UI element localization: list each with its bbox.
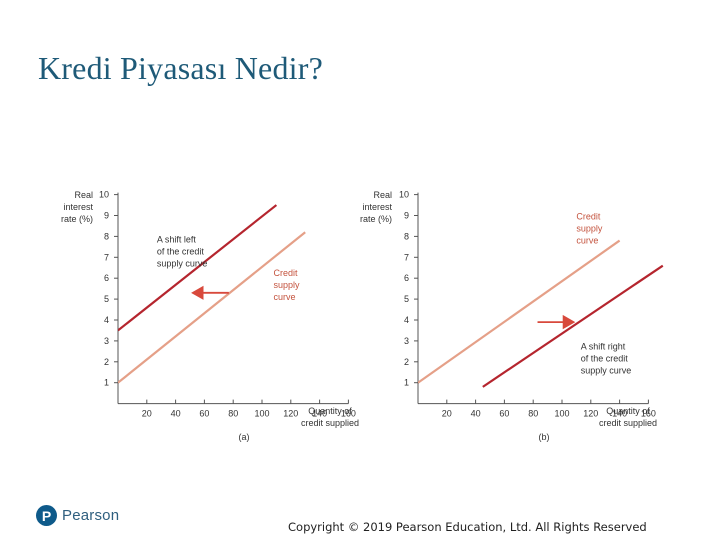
chart-panel-b: 1 2 3 4 5 6 7 8 9 10 20 40 60 80 100 120 140 160 Real inter…: [360, 190, 664, 442]
chart-panel-a: 1 2 3 4 5 6 7 8 9 10 20 40 60 80 100 120 140 160 Real inter…: [61, 190, 359, 442]
pearson-logo-icon: P: [36, 505, 57, 526]
y-tick-label: 9: [404, 211, 409, 221]
y-tick-label: 9: [104, 211, 109, 221]
x-tick-label: 80: [228, 409, 238, 419]
panel-label: (a): [239, 432, 250, 442]
x-tick-label: 100: [554, 409, 569, 419]
y-tick-label: 3: [404, 336, 409, 346]
credit-supply-curve-shifted: [118, 204, 278, 332]
curves: [118, 204, 306, 384]
y-tick-label: 1: [404, 378, 409, 388]
y-tick-label: 1: [104, 378, 109, 388]
y-tick-label: 5: [404, 294, 409, 304]
x-tick-label: 160: [341, 409, 356, 419]
y-tick-label: 5: [104, 294, 109, 304]
y-tick-label: 7: [104, 252, 109, 262]
copyright-notice: Copyright © 2019 Pearson Education, Ltd.…: [288, 520, 647, 534]
y-tick-label: 10: [99, 190, 109, 200]
y-tick-label: 10: [399, 190, 409, 200]
x-tick-label: 20: [442, 409, 452, 419]
credit-supply-curve-original: [418, 239, 621, 384]
x-tick-label: 60: [499, 409, 509, 419]
curve-label: Credit supply curve: [274, 268, 301, 302]
x-tick-label: 140: [312, 409, 327, 419]
curve-label: Credit supply curve: [576, 212, 603, 246]
y-tick-label: 3: [104, 336, 109, 346]
x-tick-label: 20: [142, 409, 152, 419]
x-tick-label: 120: [283, 409, 298, 419]
x-tick-label: 100: [254, 409, 269, 419]
y-tick-label: 6: [404, 273, 409, 283]
y-tick-label: 2: [104, 357, 109, 367]
x-tick-label: 40: [171, 409, 181, 419]
shift-annotation: A shift left of the credit supply curve: [157, 235, 208, 269]
y-tick-label: 2: [404, 357, 409, 367]
x-axis-label: Quantity of credit supplied: [599, 406, 657, 428]
x-tick-label: 80: [528, 409, 538, 419]
y-axis-label: Real interest rate (%): [360, 190, 393, 224]
x-tick-label: 60: [199, 409, 209, 419]
y-tick-label: 6: [104, 273, 109, 283]
slide-title: Kredi Piyasası Nedir?: [38, 50, 324, 86]
x-tick-label: 120: [583, 409, 598, 419]
pearson-logo-text: Pearson: [62, 507, 120, 524]
y-tick-label: 7: [404, 252, 409, 262]
credit-supply-curve-original: [118, 231, 306, 384]
y-tick-label: 8: [104, 231, 109, 241]
x-tick-label: 140: [612, 409, 627, 419]
y-axis-label: Real interest rate (%): [61, 190, 94, 224]
x-tick-label: 160: [641, 409, 656, 419]
y-tick-label: 8: [404, 231, 409, 241]
credit-supply-curve-shifted: [482, 264, 664, 388]
y-tick-label: 4: [404, 315, 409, 325]
shift-annotation: A shift right of the credit supply curve: [581, 341, 632, 375]
x-tick-label: 40: [471, 409, 481, 419]
x-axis-label: Quantity of credit supplied: [301, 406, 359, 428]
panel-label: (b): [539, 432, 550, 442]
pearson-logo: P Pearson: [36, 505, 119, 526]
y-tick-label: 4: [104, 315, 109, 325]
